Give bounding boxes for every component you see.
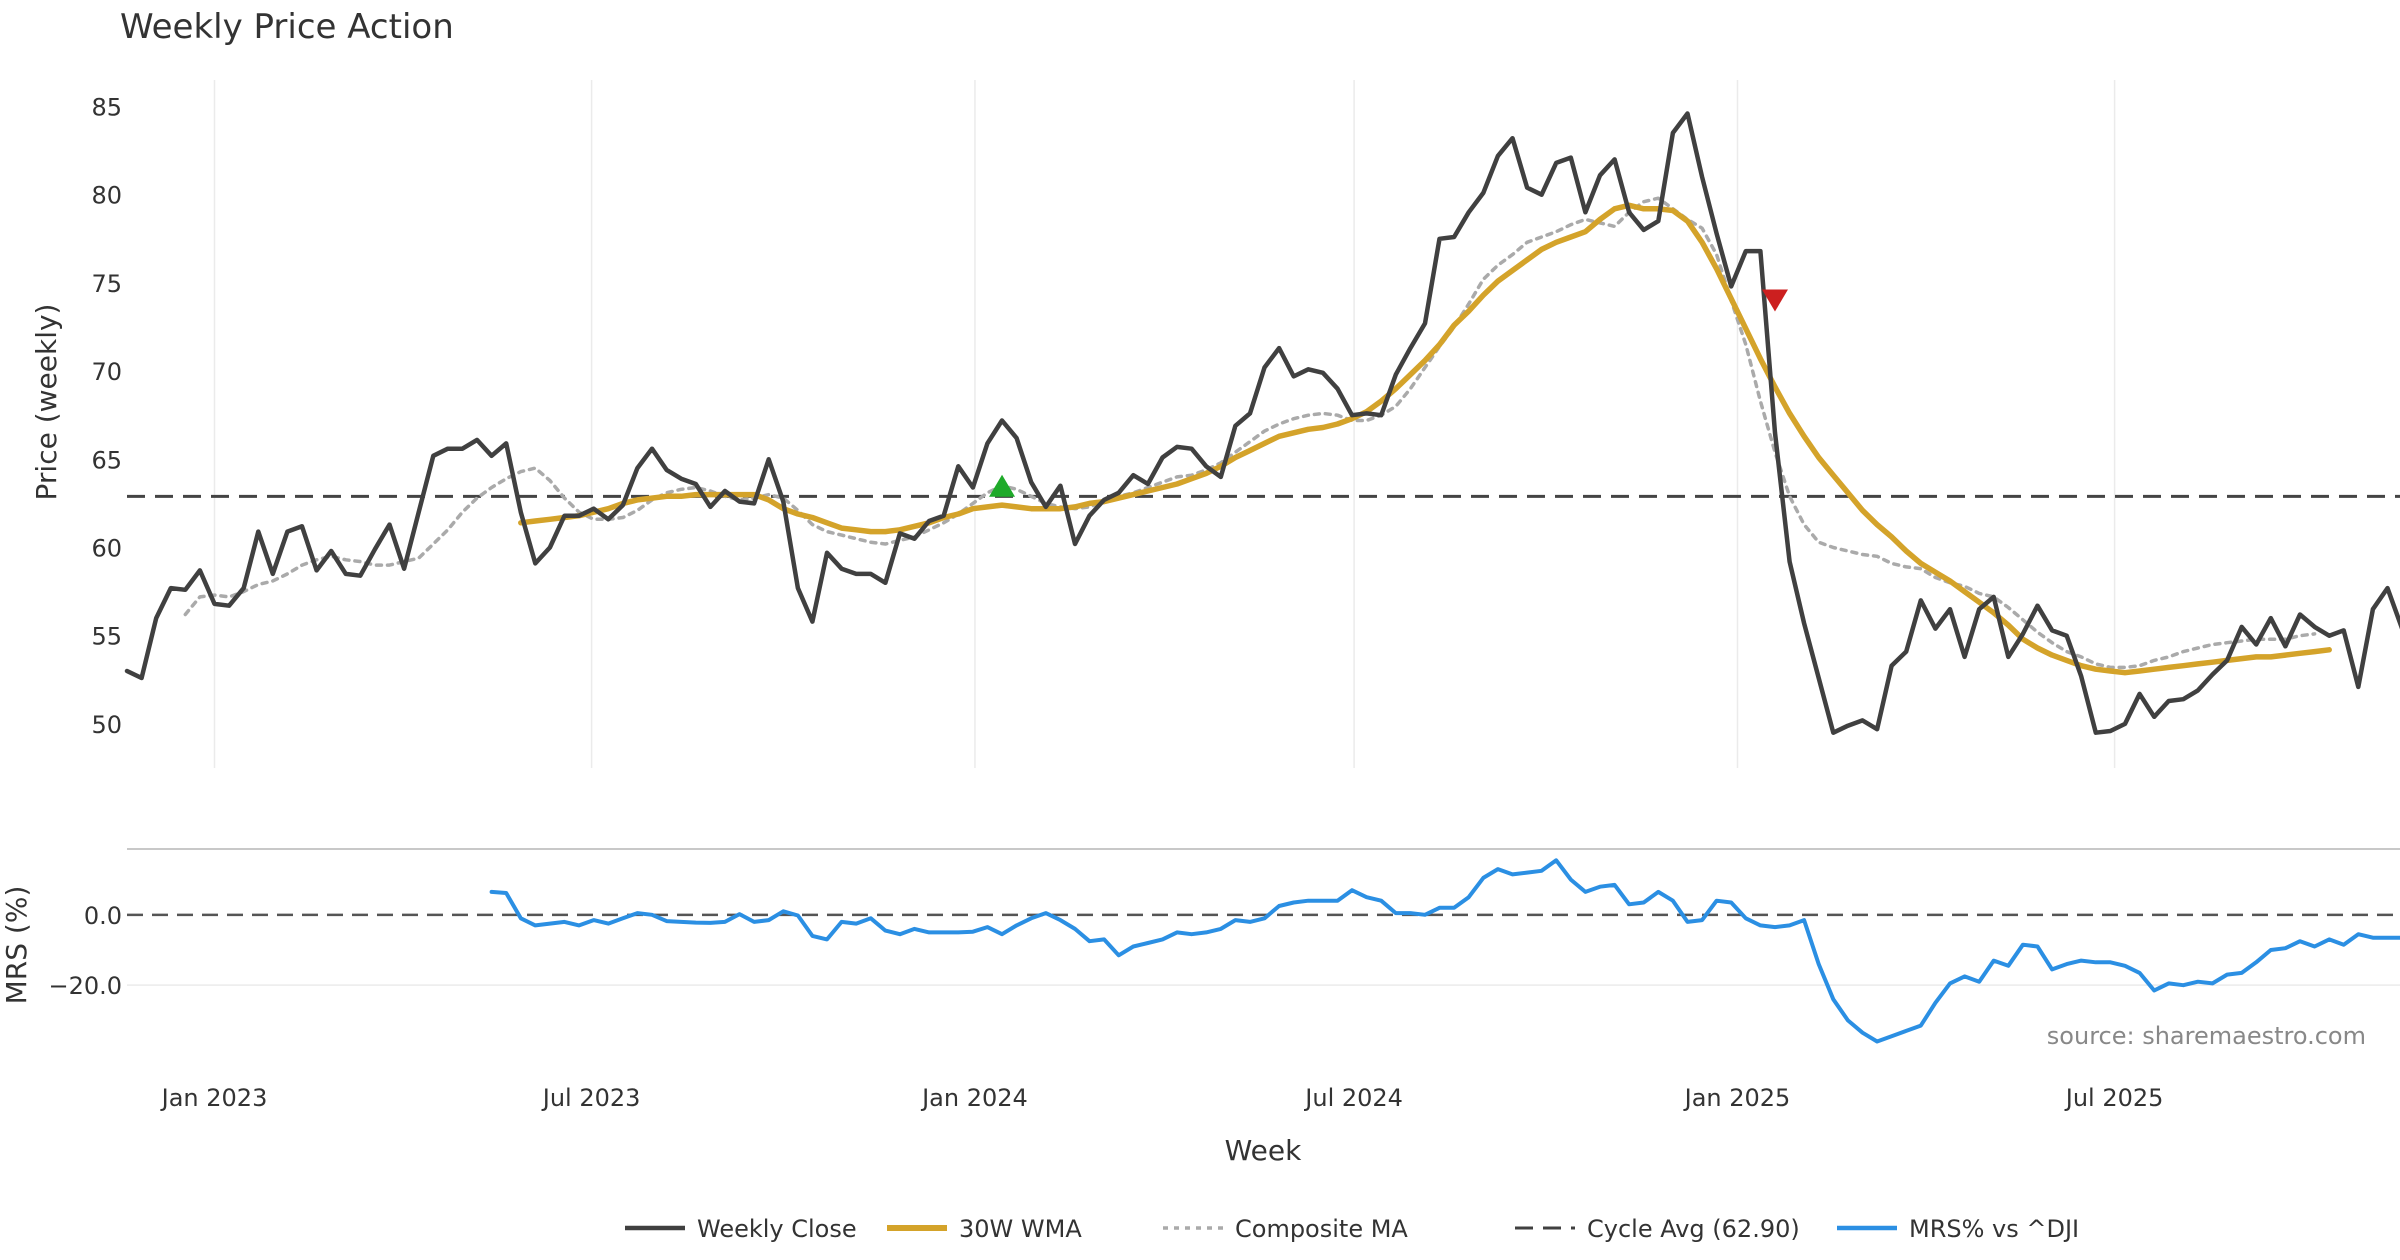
mrs-y-axis-label: MRS (%) xyxy=(0,886,33,1005)
price-y-tick-label: 65 xyxy=(91,446,122,474)
price-y-tick-label: 75 xyxy=(91,270,122,298)
weekly-close-line xyxy=(124,111,2400,735)
price-y-tick-label: 70 xyxy=(91,358,122,386)
x-tick-label: Jul 2025 xyxy=(2064,1084,2164,1112)
legend-label: MRS% vs ^DJI xyxy=(1909,1215,2079,1243)
legend-label: Composite MA xyxy=(1235,1215,1408,1243)
x-axis-label: Week xyxy=(1225,1134,1302,1167)
sell-signal-marker xyxy=(1761,289,1788,312)
price-grid xyxy=(213,80,2116,768)
legend-item: Cycle Avg (62.90) xyxy=(1515,1215,1800,1243)
mrs-y-tick-label: −20.0 xyxy=(48,972,122,1000)
legend-item: MRS% vs ^DJI xyxy=(1837,1215,2079,1243)
x-tick-label: Jul 2023 xyxy=(541,1084,641,1112)
chart-title: Weekly Price Action xyxy=(120,7,454,47)
mrs-y-tick-label: 0.0 xyxy=(84,902,122,930)
wma-30-line xyxy=(518,202,2332,676)
mrs-y-ticks: 0.0 −20.0 xyxy=(48,902,122,1000)
legend: Weekly Close 30W WMA Composite MA Cycle Avg… xyxy=(625,1215,2079,1243)
legend-item: Composite MA xyxy=(1163,1215,1408,1243)
legend-label: 30W WMA xyxy=(959,1215,1082,1243)
price-y-tick-label: 50 xyxy=(91,711,122,739)
x-tick-label: Jan 2023 xyxy=(160,1084,268,1112)
price-y-ticks: 50 55 60 65 70 75 80 85 xyxy=(91,93,122,738)
legend-item: Weekly Close xyxy=(625,1215,857,1243)
buy-signal-marker xyxy=(989,474,1016,497)
legend-label: Cycle Avg (62.90) xyxy=(1587,1215,1800,1243)
price-y-tick-label: 55 xyxy=(91,623,122,651)
x-tick-label: Jan 2024 xyxy=(920,1084,1028,1112)
x-tick-label: Jul 2024 xyxy=(1303,1084,1403,1112)
mrs-grid xyxy=(127,913,2400,986)
price-y-tick-label: 80 xyxy=(91,182,122,210)
price-y-tick-label: 85 xyxy=(91,93,122,121)
price-y-axis-label: Price (weekly) xyxy=(30,304,63,501)
legend-label: Weekly Close xyxy=(697,1215,857,1243)
price-y-tick-label: 60 xyxy=(91,534,122,562)
legend-item: 30W WMA xyxy=(887,1215,1082,1243)
source-credit: source: sharemaestro.com xyxy=(2047,1022,2366,1050)
mrs-line xyxy=(489,858,2400,1044)
x-ticks: Jan 2023 Jul 2023 Jan 2024 Jul 2024 Jan 2025… xyxy=(160,1084,2164,1112)
series-layer xyxy=(124,111,2400,1044)
x-tick-label: Jan 2025 xyxy=(1683,1084,1791,1112)
